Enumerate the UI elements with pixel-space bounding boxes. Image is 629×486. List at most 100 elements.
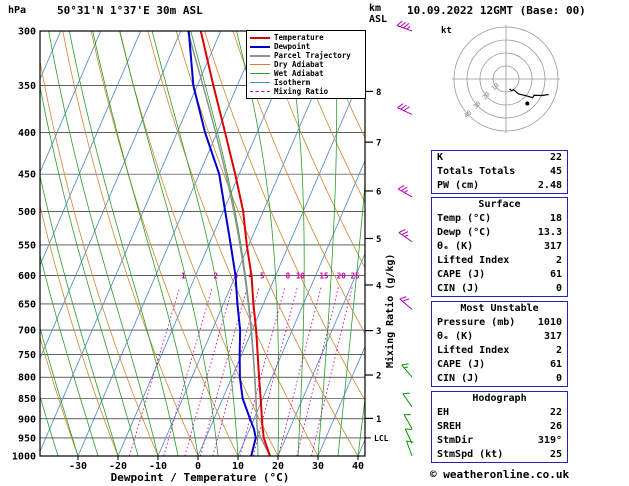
- row-value: 45: [549, 166, 562, 177]
- row-label: CIN (J): [437, 283, 480, 294]
- pressure-tick-label: 1000: [12, 452, 36, 463]
- isotherm-line: [40, 31, 182, 360]
- mixing-ratio-line: [184, 287, 233, 456]
- wind-barb: [401, 363, 413, 378]
- legend-swatch: [250, 82, 270, 83]
- row-value: 13.3: [537, 227, 562, 238]
- row-label: K: [437, 152, 444, 163]
- legend-label: Mixing Ratio: [274, 87, 329, 96]
- row-value: 0: [555, 373, 562, 384]
- table-row: SREH 26: [432, 420, 567, 434]
- legend-item: Wet Adiabat: [250, 69, 362, 78]
- row-value: 22: [549, 407, 562, 418]
- row-label: EH: [437, 407, 450, 418]
- dry-adiabat-line: [40, 59, 159, 456]
- row-value: 2: [555, 255, 562, 266]
- table-row: CIN (J) 0: [432, 282, 567, 296]
- legend-item: Dry Adiabat: [250, 60, 362, 69]
- table-row: Temp (°C) 18: [432, 212, 567, 226]
- row-label: Totals Totals: [437, 166, 516, 177]
- temp-tick-label: 30: [312, 461, 324, 472]
- pressure-tick-label: 550: [18, 240, 36, 251]
- legend-item: Mixing Ratio: [250, 87, 362, 96]
- isotherm-line: [237, 159, 365, 456]
- table-row: Dewp (°C) 13.3: [432, 226, 567, 240]
- wind-barb: [396, 20, 413, 32]
- row-value: 61: [549, 359, 562, 370]
- mixing-ratio-line: [200, 287, 248, 456]
- row-value: 317: [543, 241, 562, 252]
- dry-adiabat-line: [204, 31, 365, 402]
- hodograph-trace: [509, 88, 549, 99]
- row-label: Lifted Index: [437, 255, 510, 266]
- hodograph-table: Hodograph EH 22 SREH 26 StmDir 319° StmSpd (kt)…: [431, 391, 568, 463]
- altitude-unit-label: km ASL: [369, 3, 387, 25]
- legend-label: Wet Adiabat: [274, 69, 324, 78]
- legend-item: Temperature: [250, 33, 362, 42]
- hodograph-unit-label: kt: [441, 26, 452, 36]
- row-label: θₑ (K): [437, 331, 474, 342]
- km-tick-label: 8: [376, 88, 381, 98]
- row-label: PW (cm): [437, 180, 480, 191]
- row-value: 317: [543, 331, 562, 342]
- wind-barb: [404, 428, 413, 444]
- indices-table: K 22 Totals Totals 45 PW (cm) 2.48: [431, 150, 568, 194]
- mixing-ratio-value-label: 2: [213, 272, 218, 281]
- pressure-tick-label: 750: [18, 350, 36, 361]
- temp-tick-label: 10: [232, 461, 244, 472]
- row-label: Dewp (°C): [437, 227, 492, 238]
- lcl-label: LCL: [374, 434, 389, 443]
- wind-barb: [406, 440, 414, 457]
- legend-item: Parcel Trajectory: [250, 51, 362, 60]
- row-value: 18: [549, 213, 562, 224]
- row-label: CAPE (J): [437, 269, 486, 280]
- wet-adiabat-line: [286, 31, 305, 456]
- row-label: CAPE (J): [437, 359, 486, 370]
- surface-table: Surface Temp (°C) 18 Dewp (°C) 13.3 θₑ (K) 317…: [431, 197, 568, 297]
- wind-barb: [403, 414, 413, 429]
- copyright: © weatheronline.co.uk: [430, 468, 570, 481]
- temp-tick-label: 20: [272, 461, 284, 472]
- datetime-label: 10.09.2022 12GMT (Base: 00): [407, 4, 586, 17]
- pressure-tick-label: 350: [18, 81, 36, 92]
- hodograph-ring-label: 40: [462, 109, 473, 120]
- wet-adiabat-line: [357, 396, 365, 456]
- legend-swatch: [250, 64, 270, 65]
- row-value: 25: [549, 449, 562, 460]
- dry-adiabat-line: [175, 31, 359, 456]
- table-row: θₑ (K) 317: [432, 240, 567, 254]
- legend-label: Parcel Trajectory: [274, 51, 351, 60]
- pressure-tick-label: 500: [18, 207, 36, 218]
- parcel-trajectory-curve: [187, 31, 271, 456]
- wind-barb: [399, 296, 413, 310]
- table-title: Most Unstable: [460, 303, 539, 314]
- mixing-ratio-value-label: 8: [286, 272, 291, 281]
- row-value: 2.48: [537, 180, 562, 191]
- pressure-tick-label: 600: [18, 271, 36, 282]
- row-value: 61: [549, 269, 562, 280]
- table-row: CIN (J) 0: [432, 372, 567, 386]
- legend-swatch: [250, 36, 270, 39]
- km-tick-label: 1: [376, 415, 381, 425]
- row-value: 0: [555, 283, 562, 294]
- isotherm-line: [197, 66, 365, 456]
- dry-adiabat-line: [260, 31, 365, 269]
- km-tick-label: 5: [376, 235, 381, 245]
- pressure-tick-label: 850: [18, 394, 36, 405]
- km-tick-label: 6: [376, 187, 381, 197]
- table-title: Hodograph: [472, 393, 527, 404]
- row-value: 1010: [537, 317, 562, 328]
- wet-adiabat-line: [40, 84, 139, 456]
- table-row: StmDir 319°: [432, 434, 567, 448]
- table-row: PW (cm) 2.48: [432, 179, 567, 193]
- wind-barb: [402, 392, 413, 408]
- table-row: Lifted Index 2: [432, 254, 567, 268]
- row-label: θₑ (K): [437, 241, 474, 252]
- wet-adiabat-line: [68, 31, 179, 456]
- row-label: StmDir: [437, 435, 474, 446]
- row-value: 319°: [537, 435, 562, 446]
- wind-barb: [397, 184, 413, 198]
- dry-adiabat-line: [289, 31, 365, 204]
- pressure-unit-label: hPa: [8, 5, 27, 16]
